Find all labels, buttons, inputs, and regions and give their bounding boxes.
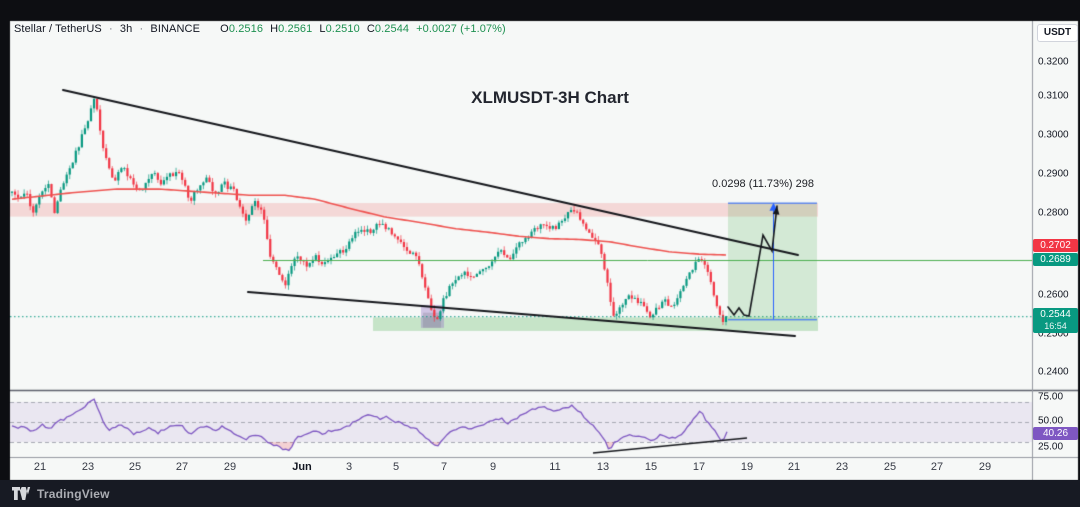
- legend-separator: ·: [139, 23, 144, 35]
- currency-toggle-button[interactable]: USDT: [1037, 24, 1078, 42]
- tradingview-logo-icon[interactable]: [12, 487, 31, 500]
- chart-title-text[interactable]: XLMUSDT-3H Chart: [471, 88, 629, 107]
- low-key: L: [319, 23, 326, 35]
- time-axis-label: 15: [644, 461, 658, 473]
- interval-label[interactable]: 3h: [119, 23, 133, 35]
- exchange-label[interactable]: BINANCE: [150, 23, 201, 35]
- high-value: 0.2561: [278, 23, 313, 35]
- close-value: 0.2544: [374, 23, 410, 35]
- rsi-axis-label: 50.00: [1038, 415, 1064, 427]
- bottom-toolbar: TradingView: [0, 480, 1080, 507]
- price-axis-badge: 0.2702: [1033, 239, 1078, 252]
- time-axis-label: 13: [596, 461, 610, 473]
- time-axis-label: 23: [81, 461, 95, 473]
- time-axis-label: 29: [223, 461, 237, 473]
- price-axis-label: 0.3200: [1038, 56, 1069, 68]
- time-axis-label: 21: [787, 461, 801, 473]
- time-axis-label: 5: [392, 461, 400, 473]
- open-key: O: [220, 23, 229, 35]
- ohlc-values: O0.2516 H0.2561 L0.2510 C0.2544 +0.0027 (+1.…: [213, 23, 506, 35]
- high-key: H: [270, 23, 279, 35]
- low-value: 0.2510: [325, 23, 360, 35]
- symbol-legend[interactable]: Stellar / TetherUS · 3h · BINANCE O0.251…: [14, 23, 506, 35]
- change-value: +0.0027 (+1.07%): [416, 23, 506, 35]
- measure-tool-label[interactable]: 0.0298 (11.73%) 298: [712, 178, 814, 190]
- price-axis-label: 0.2400: [1038, 366, 1069, 378]
- time-axis-label: 25: [128, 461, 142, 473]
- time-axis-label: 25: [883, 461, 897, 473]
- tradingview-brand-name[interactable]: TradingView: [37, 486, 110, 501]
- rsi-axis-label: 25.00: [1038, 441, 1064, 453]
- time-axis-label: Jun: [292, 461, 312, 473]
- time-axis-label: 23: [835, 461, 849, 473]
- time-axis-label: 27: [930, 461, 944, 473]
- time-axis-label: 27: [175, 461, 189, 473]
- time-axis-label: 7: [440, 461, 448, 473]
- legend-separator: ·: [108, 23, 113, 35]
- symbol-name[interactable]: Stellar / TetherUS: [14, 23, 102, 35]
- time-axis-label: 9: [489, 461, 497, 473]
- time-axis-label: 3: [345, 461, 353, 473]
- time-axis-label: 11: [549, 461, 561, 473]
- time-axis-label: 29: [978, 461, 992, 473]
- price-axis-badge: 0.2689: [1033, 253, 1078, 266]
- price-axis-label: 0.2600: [1038, 289, 1069, 301]
- rsi-value-badge: 40.26: [1033, 427, 1078, 440]
- price-axis-label: 0.2900: [1038, 168, 1069, 180]
- time-axis-label: 19: [740, 461, 754, 473]
- candle-countdown: 16:54: [1044, 321, 1067, 331]
- price-axis-label: 0.2800: [1038, 207, 1069, 219]
- price-axis-label: 0.3000: [1038, 129, 1069, 141]
- rsi-axis-label: 75.00: [1038, 391, 1064, 403]
- price-axis-label: 0.3100: [1038, 90, 1069, 102]
- time-axis-label: 17: [692, 461, 706, 473]
- close-key: C: [366, 23, 375, 35]
- price-axis-label: 0.2500: [1038, 328, 1069, 340]
- open-value: 0.2516: [228, 23, 264, 35]
- price-axis-badge: 0.2544 16:54: [1033, 308, 1078, 333]
- time-axis-label: 21: [33, 461, 47, 473]
